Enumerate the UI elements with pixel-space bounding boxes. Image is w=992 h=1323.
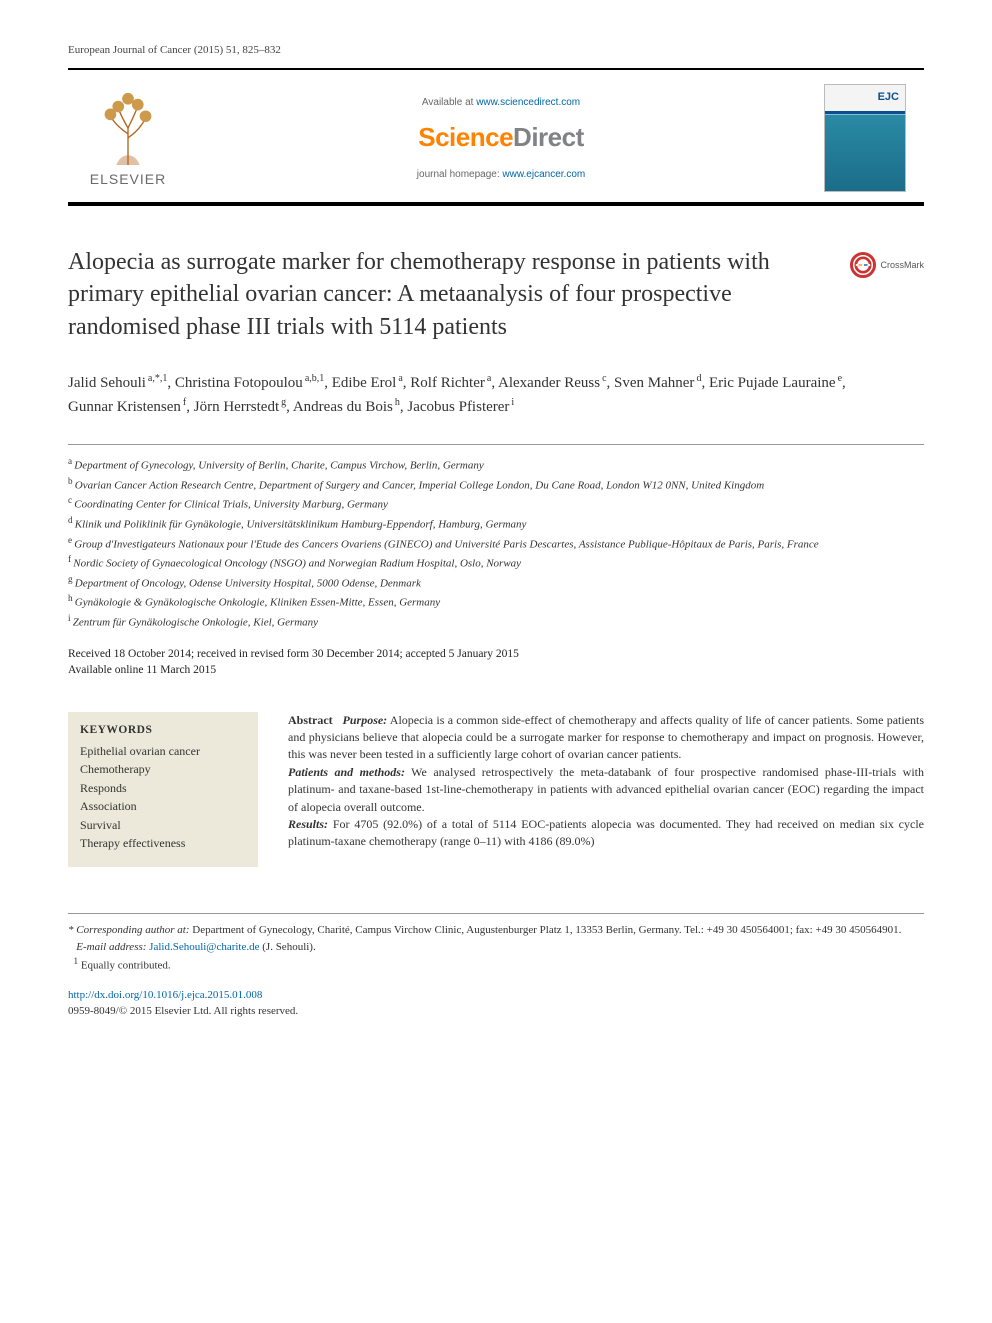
- masthead-center: Available at www.sciencedirect.com Scien…: [178, 97, 824, 180]
- keyword-item: Chemotherapy: [80, 760, 246, 779]
- elsevier-tree-icon: [89, 89, 167, 167]
- abstract-text: Abstract Purpose: Alopecia is a common s…: [288, 712, 924, 867]
- crossmark-icon: [850, 252, 876, 278]
- purpose-label: Purpose:: [343, 713, 388, 727]
- keyword-item: Association: [80, 797, 246, 816]
- author-list: Jalid Sehouli a,*,1, Christina Fotopoulo…: [68, 371, 924, 418]
- results-label: Results:: [288, 817, 328, 831]
- affiliation: d Klinik und Poliklinik für Gynäkologie,…: [68, 514, 924, 534]
- sciencedirect-link[interactable]: www.sciencedirect.com: [476, 97, 580, 108]
- corr-text: Department of Gynecology, Charité, Campu…: [190, 924, 902, 936]
- available-at-line: Available at www.sciencedirect.com: [198, 97, 804, 108]
- crossmark-badge[interactable]: CrossMark: [850, 252, 924, 278]
- email-suffix: (J. Sehouli).: [260, 941, 316, 953]
- email-label: E-mail address:: [76, 941, 146, 953]
- available-online-line: Available online 11 March 2015: [68, 662, 924, 678]
- affiliation: a Department of Gynecology, University o…: [68, 455, 924, 475]
- sd-logo-part2: Direct: [513, 122, 584, 152]
- affiliation: f Nordic Society of Gynaecological Oncol…: [68, 553, 924, 573]
- title-block: Alopecia as surrogate marker for chemoth…: [68, 246, 924, 343]
- keyword-item: Responds: [80, 779, 246, 798]
- abstract-label: Abstract: [288, 713, 333, 727]
- author: Alexander Reuss c: [498, 375, 607, 391]
- author: Jörn Herrstedt g: [194, 399, 286, 415]
- results-text: For 4705 (92.0%) of a total of 5114 EOC-…: [288, 817, 924, 848]
- methods-label: Patients and methods:: [288, 765, 405, 779]
- affiliation-list: a Department of Gynecology, University o…: [68, 455, 924, 631]
- author: Edibe Erol a: [332, 375, 403, 391]
- email-note: E-mail address: Jalid.Sehouli@charite.de…: [68, 939, 924, 956]
- equal-text: Equally contributed.: [81, 960, 171, 972]
- available-prefix: Available at: [422, 97, 476, 108]
- doi-block: http://dx.doi.org/10.1016/j.ejca.2015.01…: [68, 988, 924, 1020]
- masthead: ELSEVIER Available at www.sciencedirect.…: [68, 70, 924, 202]
- issn-copyright: 0959-8049/© 2015 Elsevier Ltd. All right…: [68, 1005, 298, 1017]
- crossmark-label: CrossMark: [880, 260, 924, 270]
- author: Eric Pujade Lauraine e: [709, 375, 842, 391]
- cover-bar: [825, 111, 905, 114]
- homepage-prefix: journal homepage:: [417, 169, 503, 180]
- article-title: Alopecia as surrogate marker for chemoth…: [68, 246, 924, 343]
- affiliation: b Ovarian Cancer Action Research Centre,…: [68, 475, 924, 495]
- keyword-item: Therapy effectiveness: [80, 834, 246, 853]
- keyword-item: Epithelial ovarian cancer: [80, 742, 246, 761]
- keywords-list: Epithelial ovarian cancerChemotherapyRes…: [80, 742, 246, 854]
- author: Andreas du Bois h: [293, 399, 400, 415]
- equal-contribution-note: 1 Equally contributed.: [68, 955, 924, 974]
- author: Sven Mahner d: [614, 375, 701, 391]
- article-dates: Received 18 October 2014; received in re…: [68, 646, 924, 678]
- elsevier-logo-block: ELSEVIER: [78, 89, 178, 187]
- corr-label: * Corresponding author at:: [68, 924, 190, 936]
- author: Jalid Sehouli a,*,1: [68, 375, 167, 391]
- affiliation: g Department of Oncology, Odense Univers…: [68, 573, 924, 593]
- corresponding-author-note: * Corresponding author at: Department of…: [68, 922, 924, 939]
- keywords-abstract-row: KEYWORDS Epithelial ovarian cancerChemot…: [68, 712, 924, 867]
- masthead-container: ELSEVIER Available at www.sciencedirect.…: [68, 68, 924, 206]
- author: Gunnar Kristensen f: [68, 399, 186, 415]
- footnotes: * Corresponding author at: Department of…: [68, 913, 924, 974]
- doi-link[interactable]: http://dx.doi.org/10.1016/j.ejca.2015.01…: [68, 989, 262, 1001]
- equal-marker: 1: [74, 956, 79, 966]
- sciencedirect-logo: ScienceDirect: [198, 122, 804, 153]
- affiliation: c Coordinating Center for Clinical Trial…: [68, 494, 924, 514]
- author: Jacobus Pfisterer i: [407, 399, 514, 415]
- author: Rolf Richter a: [410, 375, 491, 391]
- affiliation-rule: [68, 444, 924, 445]
- author: Christina Fotopoulou a,b,1: [175, 375, 324, 391]
- received-line: Received 18 October 2014; received in re…: [68, 646, 924, 662]
- corresponding-email-link[interactable]: Jalid.Sehouli@charite.de: [149, 941, 259, 953]
- keyword-item: Survival: [80, 816, 246, 835]
- keywords-heading: KEYWORDS: [80, 722, 246, 740]
- homepage-line: journal homepage: www.ejcancer.com: [198, 169, 804, 180]
- journal-cover-thumbnail: EJC: [824, 84, 906, 192]
- cover-journal-abbrev: EJC: [878, 91, 899, 103]
- running-head: European Journal of Cancer (2015) 51, 82…: [68, 44, 924, 56]
- keywords-box: KEYWORDS Epithelial ovarian cancerChemot…: [68, 712, 258, 867]
- affiliation: i Zentrum für Gynäkologische Onkologie, …: [68, 612, 924, 632]
- affiliation: e Group d'Investigateurs Nationaux pour …: [68, 534, 924, 554]
- affiliation: h Gynäkologie & Gynäkologische Onkologie…: [68, 592, 924, 612]
- elsevier-wordmark: ELSEVIER: [90, 171, 166, 187]
- journal-homepage-link[interactable]: www.ejcancer.com: [502, 169, 585, 180]
- sd-logo-part1: Science: [418, 122, 513, 152]
